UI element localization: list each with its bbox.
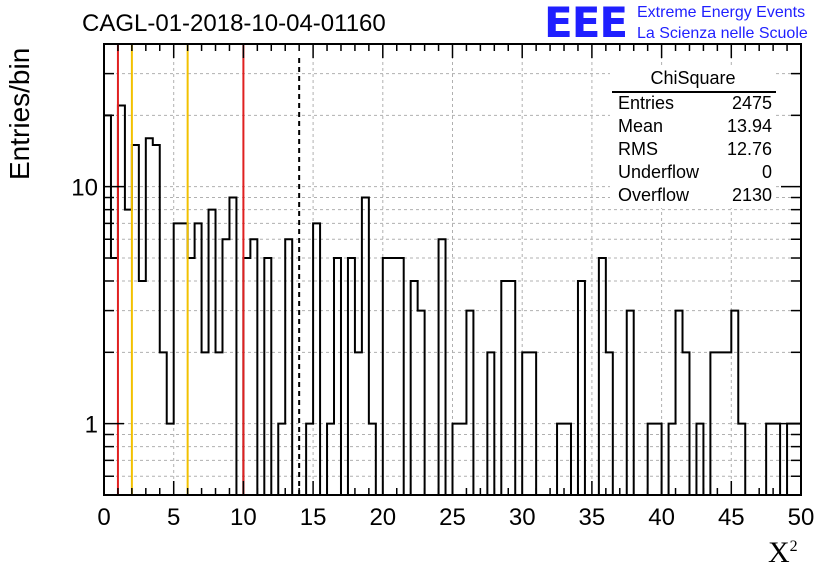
- stat-key: Entries: [618, 93, 675, 113]
- stat-key: Mean: [618, 116, 664, 136]
- x-tick-label: 35: [579, 504, 606, 531]
- x-axis-label-main: X: [768, 536, 790, 569]
- x-axis-label: X2: [768, 536, 798, 570]
- stats-title-rule: [612, 91, 776, 93]
- stat-value: 0: [761, 162, 772, 182]
- eee-logo: EEE Extreme Energy Events La Scienza nel…: [544, 0, 834, 47]
- y-axis-label: Entries/bin: [4, 47, 35, 180]
- x-tick-label: 5: [167, 504, 180, 531]
- stat-row-underflow: Underflow 0: [618, 162, 772, 184]
- logo-letters: EEE: [544, 0, 628, 47]
- stats-title: ChiSquare: [650, 68, 736, 88]
- stat-key: Underflow: [618, 162, 700, 182]
- y-tick-label: 10: [71, 175, 98, 202]
- stat-row-mean: Mean 13.94: [618, 116, 772, 138]
- x-tick-label: 25: [439, 504, 466, 531]
- stat-value: 2475: [731, 93, 772, 113]
- stat-row-rms: RMS 12.76: [618, 139, 772, 161]
- logo-line2: La Scienza nelle Scuole: [637, 25, 808, 42]
- stat-key: RMS: [618, 139, 658, 159]
- x-tick-label: 0: [97, 504, 110, 531]
- x-tick-label: 10: [230, 504, 257, 531]
- stat-row-entries: Entries 2475: [618, 93, 772, 115]
- x-tick-label: 15: [300, 504, 327, 531]
- x-tick-label: 40: [648, 504, 675, 531]
- logo-line1: Extreme Energy Events: [637, 4, 806, 21]
- x-tick-label: 45: [718, 504, 745, 531]
- x-tick-label: 20: [369, 504, 396, 531]
- tick-labels: 0 5 10 15 20 25 30 35 40 45 50 1 10: [71, 175, 814, 531]
- stats-box: ChiSquare Entries 2475 Mean 13.94 RMS 12…: [610, 66, 776, 208]
- x-tick-label: 30: [509, 504, 536, 531]
- stat-key: Overflow: [618, 185, 690, 205]
- stat-value: 2130: [731, 185, 772, 205]
- x-tick-label: 50: [788, 504, 815, 531]
- stat-value: 13.94: [726, 116, 772, 136]
- chart-title: CAGL-01-2018-10-04-01160: [82, 10, 386, 37]
- stat-value: 12.76: [726, 139, 772, 159]
- x-axis-label-sup: 2: [789, 538, 798, 555]
- stat-row-overflow: Overflow 2130: [618, 185, 772, 207]
- axis-ticks: [103, 43, 802, 496]
- reference-lines: [116, 44, 301, 495]
- y-tick-label: 1: [85, 412, 98, 439]
